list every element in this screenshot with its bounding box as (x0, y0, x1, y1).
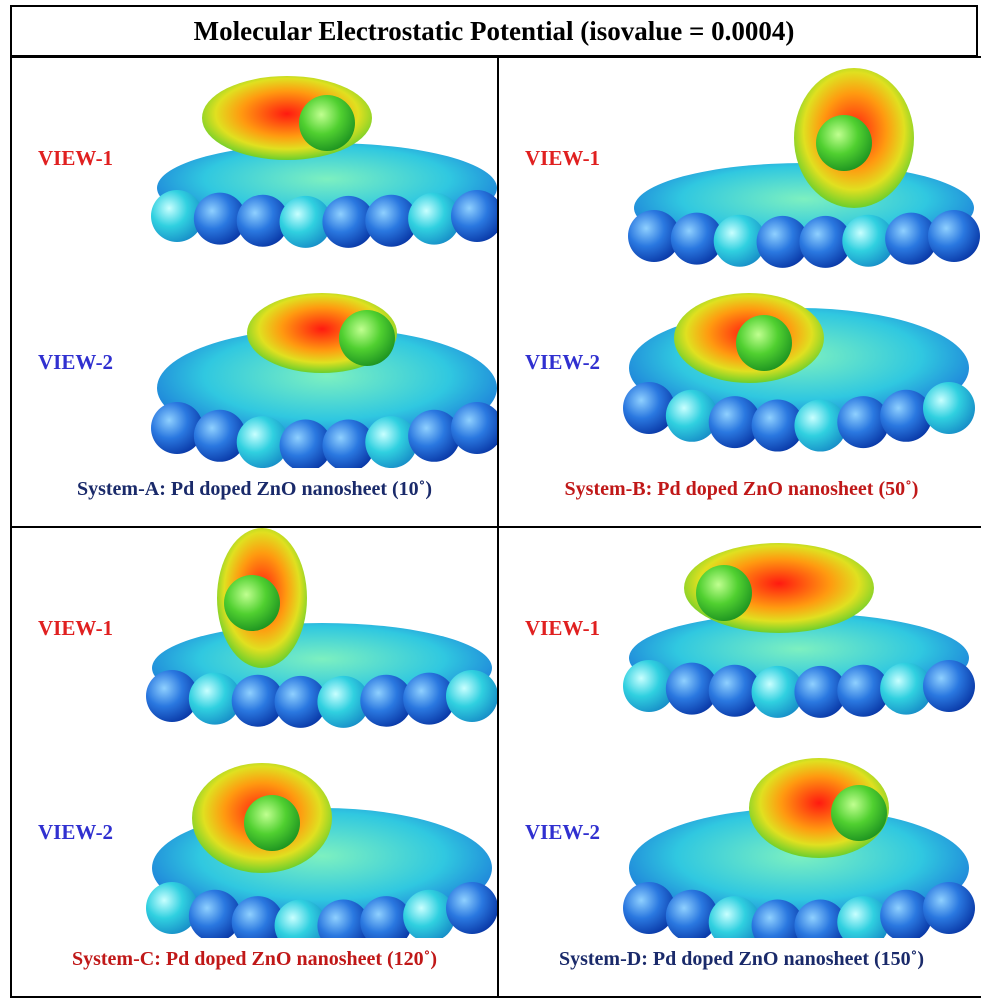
surface-atom (923, 382, 975, 434)
surface-images (12, 528, 497, 938)
caption: System-B: Pd doped ZnO nanosheet (50˚) (499, 478, 981, 501)
adsorbate-atom (339, 310, 395, 366)
view-2-label: VIEW-2 (525, 350, 600, 375)
adsorbate-atom (736, 315, 792, 371)
surface-images (499, 528, 981, 938)
panel-c: VIEW-1 VIEW-2 System-C: Pd doped ZnO nan… (10, 526, 499, 998)
view-1-label: VIEW-1 (38, 146, 113, 171)
caption: System-D: Pd doped ZnO nanosheet (150˚) (499, 948, 981, 971)
figure: Molecular Electrostatic Potential (isova… (0, 0, 981, 999)
view-2-label: VIEW-2 (38, 820, 113, 845)
mep-surface (623, 293, 975, 452)
panel-b: VIEW-1 VIEW-2 System-B: Pd doped ZnO nan… (497, 56, 981, 528)
adsorbate-atom (816, 115, 872, 171)
surface-atom (446, 882, 497, 934)
view-1-label: VIEW-1 (525, 146, 600, 171)
adsorbate-atom (244, 795, 300, 851)
surface-atom (923, 882, 975, 934)
view-1-label: VIEW-1 (525, 616, 600, 641)
view-1-label: VIEW-1 (38, 616, 113, 641)
surface-atom (923, 660, 975, 712)
mep-surface (151, 76, 497, 248)
adsorbate-atom (696, 565, 752, 621)
panel-d: VIEW-1 VIEW-2 System-D: Pd doped ZnO nan… (497, 526, 981, 998)
panel-a: VIEW-1 VIEW-2 System-A: Pd doped ZnO nan… (10, 56, 499, 528)
mep-surface (623, 543, 975, 718)
surface-atom (928, 210, 980, 262)
surface-atom (446, 670, 497, 722)
adsorbate-atom (224, 575, 280, 631)
view-2-label: VIEW-2 (525, 820, 600, 845)
adsorbate-atom (831, 785, 887, 841)
caption: System-A: Pd doped ZnO nanosheet (10˚) (12, 478, 497, 501)
surface-images (499, 58, 981, 468)
view-2-label: VIEW-2 (38, 350, 113, 375)
mep-surface (628, 68, 980, 268)
title: Molecular Electrostatic Potential (isova… (10, 5, 978, 57)
mep-surface (151, 293, 497, 468)
mep-surface (623, 758, 975, 938)
adsorbate-atom (299, 95, 355, 151)
caption: System-C: Pd doped ZnO nanosheet (120˚) (12, 948, 497, 971)
mep-surface (146, 528, 497, 728)
mep-surface (146, 763, 497, 938)
surface-images (12, 58, 497, 468)
